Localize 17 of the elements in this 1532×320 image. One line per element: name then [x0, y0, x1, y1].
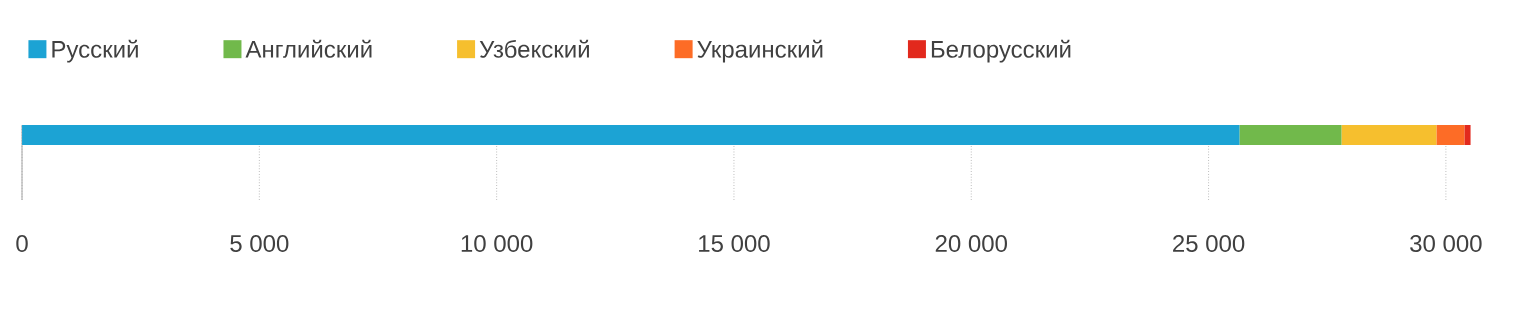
bar: [22, 124, 1240, 145]
legend-label: Узбекский: [479, 39, 589, 58]
bar: [1436, 124, 1465, 145]
bar: [1341, 124, 1437, 145]
x-tick-label: 30 000: [1410, 235, 1482, 253]
x-tick-label: 20 000: [935, 235, 1007, 253]
bar: [1464, 124, 1471, 145]
x-tick-label: 25 000: [1173, 235, 1245, 253]
x-tick-label: 10 000: [461, 235, 533, 253]
x-tick-label: 15 000: [699, 235, 770, 253]
x-tick-label: 0: [16, 235, 28, 253]
legend-label: Белорусский: [931, 39, 1071, 63]
legend-label: Английский: [245, 39, 372, 58]
x-tick-label: 5 000: [230, 235, 289, 253]
bar: [1239, 124, 1342, 145]
legend-label: Украинский: [697, 39, 823, 63]
legend-label: Русский: [52, 39, 138, 63]
